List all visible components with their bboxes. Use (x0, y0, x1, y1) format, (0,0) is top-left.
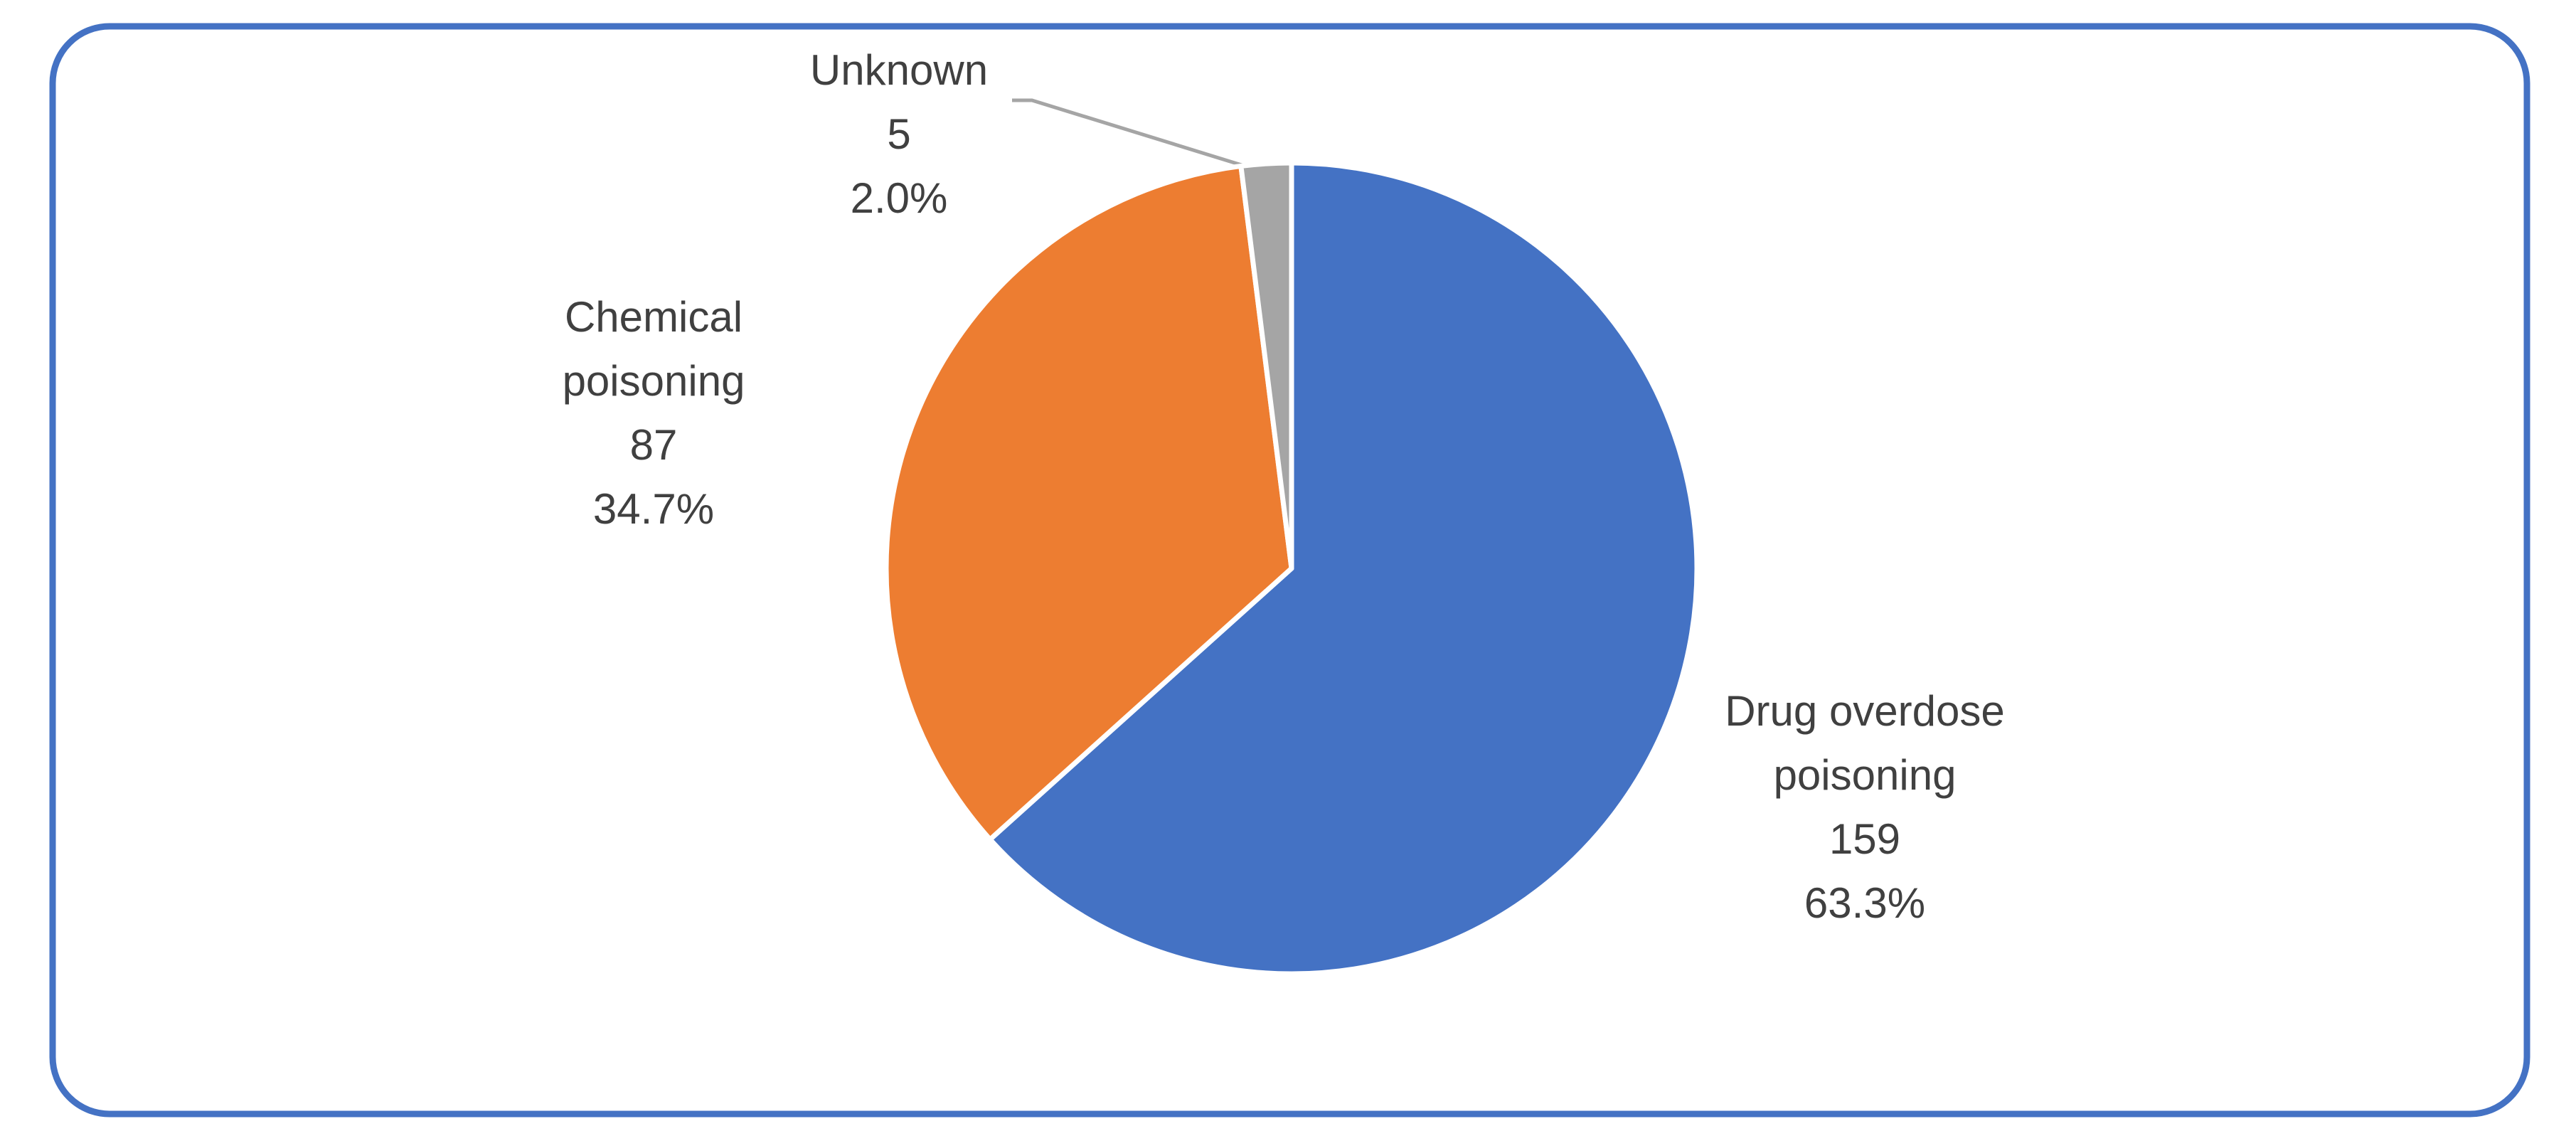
pie-slice (883, 163, 1294, 842)
value-label: 5 (887, 110, 911, 158)
pie-slice (987, 160, 1700, 977)
category-label: Unknown (809, 46, 989, 94)
percent-label: 63.3% (1804, 879, 1926, 927)
data-label: Unknown 5 2.0% (714, 38, 1084, 230)
category-label: Chemical poisoning (562, 293, 745, 405)
category-label: Drug overdose poisoning (1725, 687, 2005, 799)
percent-label: 2.0% (850, 174, 948, 222)
pie-slice (1238, 160, 1294, 571)
percent-label: 34.7% (592, 485, 715, 533)
data-label: Chemical poisoning 87 34.7% (469, 285, 839, 541)
value-label: 87 (629, 421, 678, 469)
value-label: 159 (1829, 815, 1901, 863)
leader-line (1012, 98, 1245, 168)
data-label: Drug overdose poisoning 159 63.3% (1680, 679, 2050, 935)
